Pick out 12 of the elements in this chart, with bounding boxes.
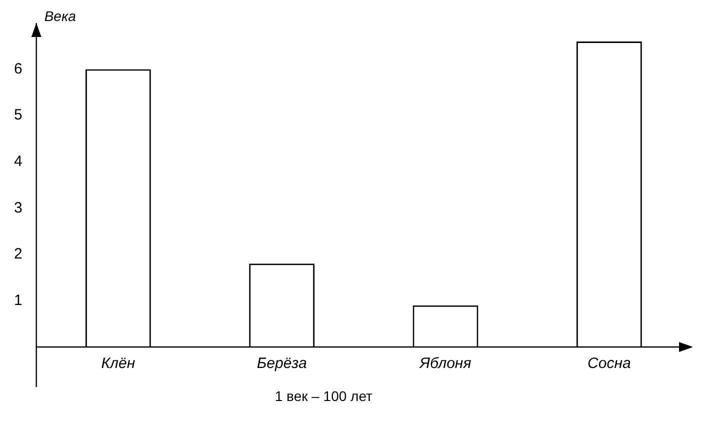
- y-tick-label: 3: [14, 199, 22, 216]
- x-tick-label: Яблоня: [418, 355, 472, 372]
- x-tick-label: Сосна: [588, 355, 631, 372]
- y-tick-label: 2: [14, 246, 22, 263]
- y-tick-label: 5: [14, 106, 22, 124]
- x-tick-label: Берёза: [256, 355, 307, 372]
- x-tick-label: Клён: [101, 355, 136, 372]
- y-tick-label: 1: [14, 292, 22, 309]
- y-tick-label: 6: [14, 60, 22, 78]
- y-axis-title: Века: [44, 8, 76, 24]
- y-tick-label: 4: [14, 153, 22, 170]
- x-axis-title: 1 век – 100 лет: [274, 388, 374, 404]
